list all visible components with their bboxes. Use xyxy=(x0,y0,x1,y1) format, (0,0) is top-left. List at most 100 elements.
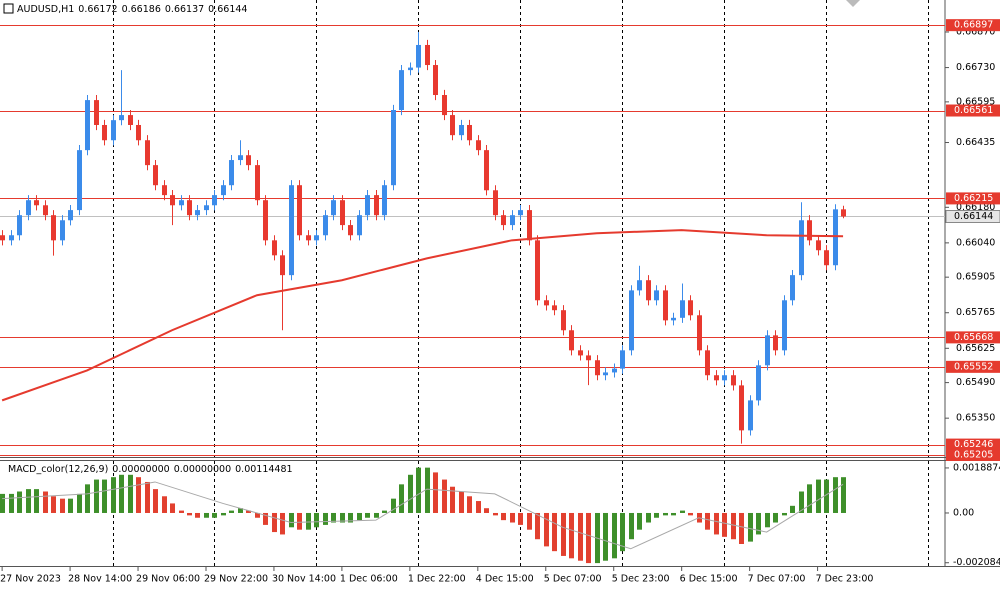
price-label: 0.66144 xyxy=(954,211,993,222)
macd-bar xyxy=(535,512,540,540)
candle-body xyxy=(561,310,566,331)
macd-bar xyxy=(195,512,200,518)
macd-bar xyxy=(246,510,251,513)
macd-bar xyxy=(51,496,56,513)
candle-body xyxy=(382,185,387,216)
level-label: 0.66561 xyxy=(954,105,993,116)
macd-bar xyxy=(306,512,311,530)
candle-body xyxy=(807,220,812,241)
macd-bar xyxy=(314,512,319,528)
macd-bar xyxy=(119,474,124,513)
candle-body xyxy=(705,350,710,376)
indicator-title: MACD_color(12,26,9) xyxy=(8,464,108,475)
level-label: 0.65552 xyxy=(954,361,993,372)
candle-body xyxy=(714,375,719,381)
candle-body xyxy=(654,290,659,301)
candle-body xyxy=(569,330,574,351)
macd-bar xyxy=(26,489,31,513)
y-tick-label: 0.66180 xyxy=(956,202,995,213)
candle-body xyxy=(34,200,39,206)
macd-bar xyxy=(43,491,48,513)
y-tick-label: 0.65350 xyxy=(956,413,995,424)
candle-body xyxy=(51,215,56,241)
candle-body xyxy=(85,100,90,151)
candle-body xyxy=(280,255,285,276)
macd-bar xyxy=(399,484,404,513)
candle-body xyxy=(102,124,107,141)
macd-bar xyxy=(569,512,574,559)
candle-body xyxy=(544,300,549,306)
macd-bar xyxy=(782,512,787,516)
moving-average xyxy=(1,229,844,402)
indicator-header: MACD_color(12,26,9) 0.00000000 0.00000000 0… xyxy=(8,464,293,475)
y-tick-label: 0.00 xyxy=(953,507,974,518)
symbol-icon xyxy=(3,3,14,14)
y-tick-label: 0.66870 xyxy=(956,27,995,38)
indicator-value: 0.00000000 xyxy=(112,464,169,475)
candle-body xyxy=(612,368,617,373)
macd-bar xyxy=(374,512,379,518)
macd-bar xyxy=(578,512,583,561)
macd-bar xyxy=(17,491,22,513)
x-tick-label: 6 Dec 15:00 xyxy=(680,574,738,585)
macd-bar xyxy=(773,512,778,523)
indicator-value: 0.00000000 xyxy=(174,464,231,475)
candle-body xyxy=(323,215,328,236)
macd-bar xyxy=(501,512,506,521)
level-label-box xyxy=(946,19,1000,32)
candle-body xyxy=(484,150,489,191)
macd-bar xyxy=(833,477,838,513)
y-tick-label: 0.65625 xyxy=(956,343,995,354)
macd-bar xyxy=(807,484,812,513)
candle-body xyxy=(195,210,200,216)
candle-body xyxy=(60,220,65,241)
macd-bar xyxy=(212,512,217,518)
macd-bar xyxy=(663,512,668,516)
candle-body xyxy=(0,235,5,241)
candle-body xyxy=(17,215,22,236)
candle-body xyxy=(722,375,727,381)
candle-body xyxy=(586,355,591,361)
candle-body xyxy=(663,290,668,321)
macd-bar xyxy=(102,479,107,513)
candle-body xyxy=(162,185,167,196)
macd-bar xyxy=(688,512,693,516)
candle-body xyxy=(77,150,82,211)
x-tick-label: 7 Dec 23:00 xyxy=(816,574,874,585)
candle-body xyxy=(416,44,421,68)
macd-bar xyxy=(348,512,353,523)
macd-bar xyxy=(280,512,285,535)
price-label-box xyxy=(945,210,1000,223)
level-label-box xyxy=(946,192,1000,205)
x-tick-label: 4 Dec 15:00 xyxy=(476,574,534,585)
macd-bar xyxy=(756,512,761,535)
y-tick-label: -0.0020849 xyxy=(953,557,1000,568)
macd-bar xyxy=(85,484,90,513)
candle-body xyxy=(459,124,464,136)
macd-bar xyxy=(323,512,328,525)
macd-bar xyxy=(510,512,515,523)
candle-body xyxy=(493,190,498,216)
macd-bar xyxy=(179,510,184,513)
macd-bar xyxy=(297,512,302,530)
macd-bar xyxy=(714,512,719,535)
candle-body xyxy=(348,225,353,236)
macd-bar xyxy=(34,489,39,513)
level-label-box xyxy=(946,360,1000,373)
candle-body xyxy=(246,155,251,166)
macd-bar xyxy=(221,512,226,516)
macd-bar xyxy=(731,512,736,540)
candle-body xyxy=(136,124,141,141)
macd-bar xyxy=(263,512,268,525)
macd-bar xyxy=(680,510,685,513)
macd-bar xyxy=(824,479,829,513)
candle-body xyxy=(773,335,778,351)
candle-body xyxy=(841,209,846,217)
macd-bar xyxy=(799,491,804,513)
level-label: 0.65668 xyxy=(954,332,993,343)
macd-bar xyxy=(0,493,5,513)
candle-body xyxy=(297,185,302,236)
candle-body xyxy=(688,300,693,316)
macd-bar xyxy=(425,467,430,513)
